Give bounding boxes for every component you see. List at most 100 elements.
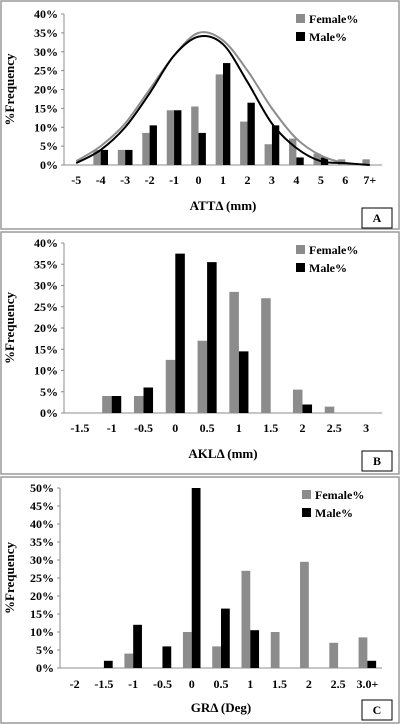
bar-male--0.5 <box>162 646 172 668</box>
bar-female-0.5 <box>212 646 221 668</box>
fit-curve-male <box>75 34 370 166</box>
x-tick-label: -5 <box>71 173 81 187</box>
bar-male-4 <box>296 157 304 165</box>
y-axis-label: %Frequency <box>2 53 17 125</box>
legend-label-male: Male% <box>309 30 347 44</box>
chart-panel-b: 0% 5% 10% 15% 20% 25% 30% 35% 40% -1.5 -1 -0.5 0 0.5 1… <box>0 231 400 475</box>
bar-female--2 <box>142 132 150 165</box>
x-tick-label: -1 <box>169 173 179 187</box>
legend-swatch-female <box>296 14 305 23</box>
bar-male--1.5 <box>103 660 113 668</box>
bar-female-2 <box>240 121 248 165</box>
bar-female-4 <box>289 138 297 165</box>
y-tick-label: 35% <box>30 535 54 549</box>
panel-letter: B <box>373 454 381 468</box>
x-tick-label: 6 <box>342 173 348 187</box>
panel-border <box>0 0 400 230</box>
x-tick-label: 2.5 <box>331 677 346 691</box>
x-axis-label: GRΔ (Deg) <box>191 700 252 715</box>
x-tick-label: 3.0+ <box>356 677 378 691</box>
x-tick-label: -0.5 <box>134 421 153 435</box>
x-tick-label: -0.5 <box>153 677 172 691</box>
bar-male-0.5 <box>221 608 230 668</box>
y-tick-label: 0% <box>36 661 54 675</box>
x-tick-label: 5 <box>318 173 324 187</box>
y-tick-label: 35% <box>34 257 58 271</box>
bar-female-1 <box>241 570 251 668</box>
x-tick-label: 2.5 <box>327 421 342 435</box>
bar-male--2 <box>149 125 157 165</box>
y-tick-label: 35% <box>34 26 58 40</box>
x-tick-label: -3 <box>120 173 130 187</box>
chart-panel-a: 0% 5% 10% 15% 20% 25% 30% 35% 40% -5 -4 -3 -2 -1 0 1 2 3 4… <box>0 0 400 230</box>
y-tick-label: 10% <box>30 625 54 639</box>
bar-female--4 <box>93 149 101 165</box>
bar-male--0.5 <box>143 387 154 413</box>
x-tick-label: 0.5 <box>214 677 229 691</box>
x-tick-label: 0 <box>189 677 195 691</box>
x-tick-label: -1.5 <box>94 677 113 691</box>
y-tick-label: 25% <box>34 64 58 78</box>
y-tick-label: 30% <box>34 45 58 59</box>
bar-female-0 <box>165 359 176 413</box>
x-tick-label: 0 <box>172 421 178 435</box>
legend-swatch-male <box>296 32 305 41</box>
y-tick-label: 10% <box>34 364 58 378</box>
x-tick-label: 2 <box>300 421 306 435</box>
bar-female-1.5 <box>270 632 280 668</box>
x-tick-label: 1 <box>220 173 226 187</box>
y-tick-label: 20% <box>30 589 54 603</box>
bar-female--1 <box>124 653 134 668</box>
legend-label-female: Female% <box>309 243 358 257</box>
bar-male--3 <box>125 149 133 165</box>
x-tick-label: -2 <box>145 173 155 187</box>
bar-female-7+ <box>362 159 370 165</box>
y-tick-label: 25% <box>30 571 54 585</box>
x-tick-label: 1 <box>236 421 242 435</box>
y-tick-label: 40% <box>30 517 54 531</box>
legend-swatch-female <box>296 245 305 254</box>
bar-male-0 <box>191 488 201 668</box>
legend-swatch-female <box>302 490 311 499</box>
bar-male-2 <box>302 404 313 413</box>
y-tick-label: 40% <box>34 236 58 250</box>
bar-male-3.0+ <box>367 660 377 668</box>
x-tick-label: 0.5 <box>200 421 215 435</box>
x-tick-label: -1 <box>107 421 117 435</box>
bar-male-1 <box>223 63 231 166</box>
bar-female-2.5 <box>324 406 335 413</box>
y-axis-label: %Frequency <box>2 542 17 614</box>
y-tick-label: 0% <box>40 158 58 172</box>
bar-male-2 <box>247 102 255 165</box>
y-tick-label: 0% <box>40 406 58 420</box>
bar-female-2 <box>300 561 309 668</box>
x-tick-label: 1.5 <box>263 421 278 435</box>
legend-label-female: Female% <box>309 12 358 26</box>
bar-male-1 <box>250 630 260 668</box>
bar-male-1 <box>238 351 249 413</box>
bar-female-3 <box>264 144 272 165</box>
y-tick-label: 30% <box>34 279 58 293</box>
y-axis-label: %Frequency <box>2 292 17 364</box>
bar-male--1 <box>174 110 182 165</box>
legend-label-male: Male% <box>309 261 347 275</box>
y-tick-label: 20% <box>34 83 58 97</box>
x-tick-label: -4 <box>96 173 106 187</box>
y-tick-label: 5% <box>40 139 58 153</box>
bar-female-0 <box>191 106 199 165</box>
y-tick-label: 15% <box>34 101 58 115</box>
bar-female--1 <box>102 396 112 413</box>
y-tick-label: 10% <box>34 120 58 134</box>
x-axis-label: ATTΔ (mm) <box>190 198 257 213</box>
y-tick-label: 5% <box>36 643 54 657</box>
bar-female-2 <box>292 389 303 413</box>
bar-female-1 <box>229 291 239 413</box>
y-tick-label: 5% <box>40 385 58 399</box>
bar-male-0 <box>175 253 185 413</box>
fit-curve-female <box>75 31 370 166</box>
y-tick-label: 40% <box>34 7 58 21</box>
bar-female-2.5 <box>329 642 339 668</box>
legend-label-male: Male% <box>315 506 353 520</box>
x-tick-label: 0 <box>196 173 202 187</box>
